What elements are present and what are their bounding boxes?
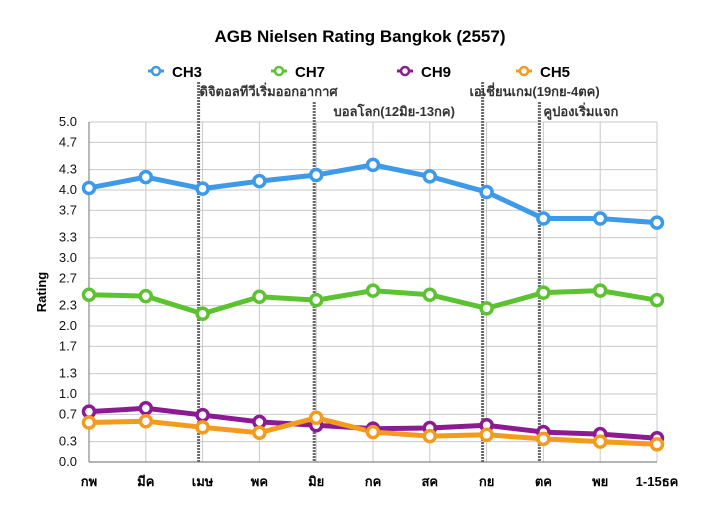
legend-item-ch5: CH5 [516,64,570,81]
data-point-ch5 [81,415,97,430]
x-tick-label: กค [365,474,382,489]
data-point-ch3 [649,215,665,230]
legend: CH3 CH7 CH9 CH5 [148,64,570,81]
x-tick-label: มิย [308,474,324,489]
y-tick-label: 1.3 [59,366,77,381]
legend-item-ch7: CH7 [271,64,325,81]
y-tick-label: 2.0 [59,318,77,333]
data-point-ch3 [365,157,381,173]
data-point-ch7 [138,288,154,304]
x-tick-label: กย [479,474,495,489]
y-tick-label: 1.7 [59,338,77,353]
legend-item-ch9: CH9 [397,64,451,81]
data-point-ch9 [195,407,210,423]
data-point-ch3 [252,173,267,189]
y-tick-label: 0.0 [59,454,77,469]
data-point-ch5 [365,424,381,440]
data-point-ch5 [422,428,438,444]
data-point-ch3 [592,211,608,226]
legend-label: CH3 [172,64,202,81]
legend-label: CH9 [421,64,451,81]
data-point-ch3 [138,169,154,185]
y-axis-label: Rating [34,272,49,313]
y-tick-label: 0.7 [59,406,77,421]
event-annotation: เอเชี่ยนเกม(19กย-4ตค) [469,82,599,99]
data-point-ch7 [536,285,551,300]
legend-label: CH7 [295,64,325,81]
legend-label: CH5 [540,64,570,81]
data-point-ch7 [195,306,210,322]
data-point-ch5 [649,437,665,452]
x-tick-label: กพ [81,474,97,489]
data-point-ch5 [536,431,551,447]
data-point-ch5 [308,410,324,426]
data-point-ch5 [479,427,494,443]
data-point-ch3 [81,180,97,196]
data-point-ch7 [308,292,324,308]
x-tick-label: พค [251,474,268,489]
data-point-ch3 [308,167,324,183]
event-annotation: คูปองเริ่มแจก [543,102,618,120]
legend-swatch-marker [399,65,411,77]
data-point-ch7 [252,289,267,305]
annotations: ดิจิตอลทีวีเริ่มออกอากาศบอลโลก(12มิย-13ก… [200,82,619,120]
y-tick-label: 5.0 [59,114,77,129]
series-group [81,157,665,452]
event-markers [197,82,541,462]
data-point-ch7 [365,283,381,298]
event-annotation: บอลโลก(12มิย-13กค) [333,103,455,119]
y-tick-label: 4.7 [59,134,77,149]
x-tick-label: ตค [535,474,552,489]
data-point-ch7 [479,301,494,316]
data-point-ch5 [138,413,154,429]
x-tick-label: มีค [137,474,154,489]
legend-item-ch3: CH3 [148,64,202,81]
x-tick-label: สค [421,474,438,489]
y-tick-label: 4.3 [59,162,77,177]
chart-title: AGB Nielsen Rating Bangkok (2557) [215,27,506,46]
y-tick-label: 1.0 [59,386,77,401]
data-point-ch5 [592,434,608,449]
data-point-ch3 [479,184,494,200]
y-tick-label: 0.3 [59,434,77,449]
data-point-ch7 [592,283,608,298]
x-tick-label: 1-15ธค [636,474,679,489]
x-tick-label: เมษ [192,474,214,489]
data-point-ch7 [81,287,97,302]
data-point-ch5 [195,420,210,435]
legend-swatch-marker [518,65,530,77]
data-point-ch3 [422,169,438,184]
data-point-ch7 [422,287,438,302]
data-point-ch5 [252,425,267,441]
event-annotation: ดิจิตอลทีวีเริ่มออกอากาศ [200,82,339,99]
y-tick-label: 2.3 [59,298,77,313]
y-axis-ticks: 0.0 0.3 0.7 1.0 1.3 1.7 2.0 2.3 2.7 3.0 3.3 3.7 4.0 4… [59,114,77,469]
x-axis-ticks: กพ มีค เมษ พค มิย กค สค กย ตค พย 1-15ธค [81,474,679,489]
y-tick-label: 3.3 [59,230,77,245]
y-tick-label: 4.0 [59,182,77,197]
data-point-ch3 [536,211,551,226]
data-point-ch7 [649,292,665,308]
y-tick-label: 3.0 [59,250,77,265]
x-tick-label: พย [592,474,608,489]
legend-swatch-marker [273,65,285,77]
data-point-ch9 [138,401,154,416]
legend-swatch-marker [150,65,162,77]
y-tick-label: 3.7 [59,202,77,217]
data-point-ch3 [195,181,210,196]
y-tick-label: 2.7 [59,270,77,285]
